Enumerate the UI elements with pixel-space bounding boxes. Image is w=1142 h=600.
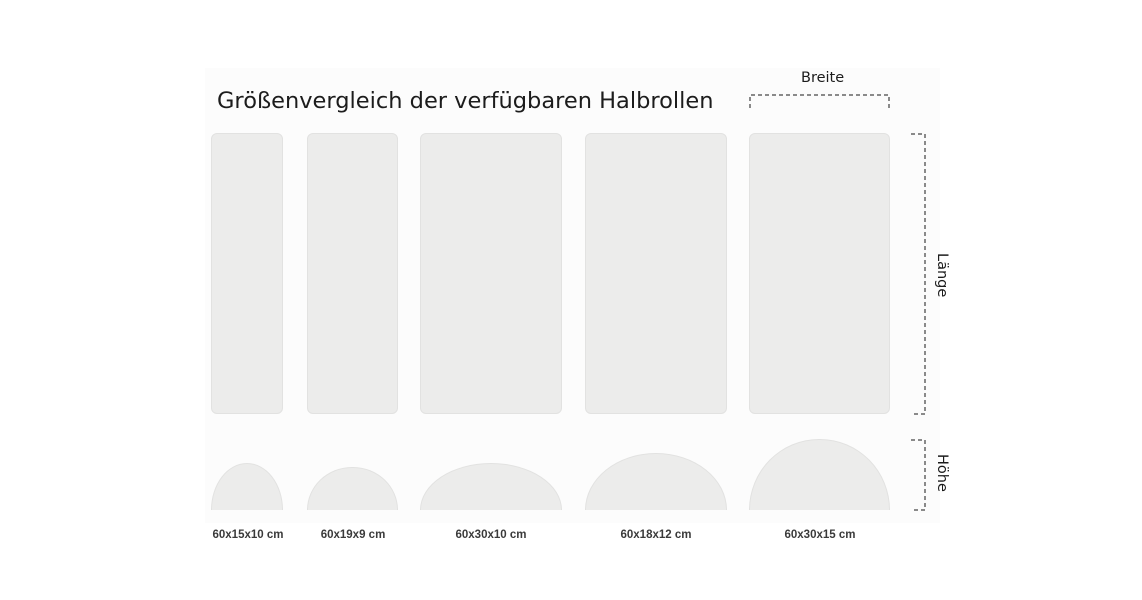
roll-top-view-5 <box>749 133 890 414</box>
height-bracket <box>911 439 926 511</box>
roll-top-view-2 <box>307 133 398 414</box>
roll-top-view-4 <box>585 133 727 414</box>
diagram-title: Größenvergleich der verfügbaren Halbroll… <box>217 88 714 114</box>
roll-size-label: 60x30x15 cm <box>784 529 856 541</box>
height-label: Höhe <box>934 454 950 492</box>
roll-size-label: 60x18x12 cm <box>620 529 692 541</box>
roll-size-label: 60x15x10 cm <box>212 529 284 541</box>
width-bracket <box>749 94 890 108</box>
length-label: Länge <box>934 253 950 298</box>
length-bracket <box>911 133 926 415</box>
width-label: Breite <box>801 70 845 86</box>
roll-top-view-3 <box>420 133 562 414</box>
roll-size-label: 60x30x10 cm <box>455 529 527 541</box>
roll-size-label: 60x19x9 cm <box>320 529 386 541</box>
roll-top-view-1 <box>211 133 283 414</box>
